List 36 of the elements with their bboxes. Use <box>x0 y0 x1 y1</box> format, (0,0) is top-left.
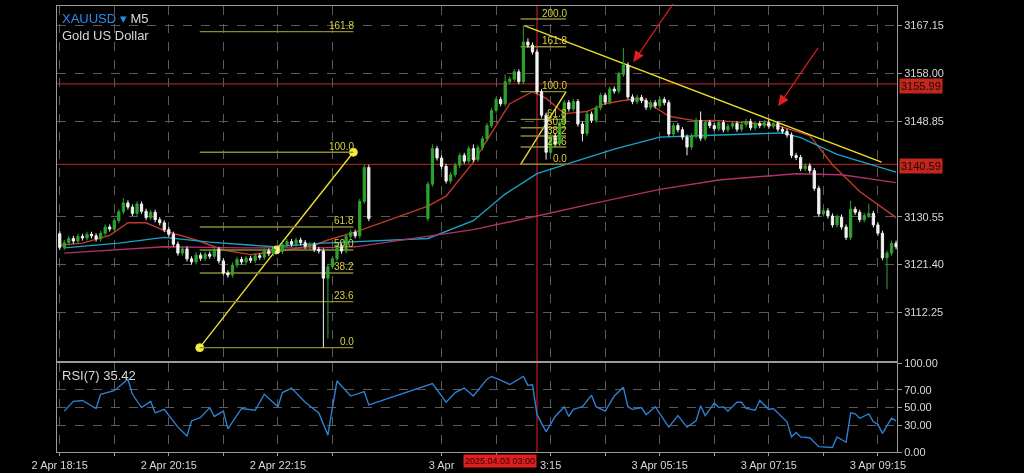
annotation: 100.0 <box>329 141 355 152</box>
annotation: 0.0 <box>553 153 568 164</box>
text: Gold US Dollar <box>62 28 150 43</box>
y-tick-label: 30.00 <box>904 419 932 432</box>
y-tick-label: 3130.55 <box>904 210 944 223</box>
y-tick-label: 50.00 <box>904 401 932 414</box>
annotation: 23.6 <box>334 290 354 301</box>
y-tick-label: 3148.85 <box>904 115 944 128</box>
annotation: 38.2 <box>334 261 354 272</box>
annotation: 61.8 <box>334 215 354 226</box>
chart-title: XAUUSD ▾ M5 <box>62 11 149 26</box>
y-tick-label: 70.00 <box>904 383 932 396</box>
ref-line-label: 3140.59 <box>901 160 941 172</box>
chart-title: RSI(7) 35.42 <box>62 368 136 383</box>
annotation: 0.0 <box>340 336 355 347</box>
x-tick-label: 3 Apr 05:15 <box>631 459 688 472</box>
y-tick-label: 0.00 <box>904 445 926 458</box>
x-tick-label: 3 Apr <box>428 459 455 472</box>
x-tick-label: 2 Apr 20:15 <box>140 459 197 472</box>
y-tick-label: 3158.00 <box>904 67 944 80</box>
annotation: 161.8 <box>542 35 568 46</box>
y-tick-label: 3121.40 <box>904 258 944 271</box>
x-tick-label: 3 Apr 07:15 <box>740 459 797 472</box>
ref-line-label: 2025.04.03 03:00 <box>465 456 536 466</box>
y-tick-label: 3167.15 <box>904 19 944 32</box>
annotation: 23.6 <box>547 136 567 147</box>
x-tick-label: 2 Apr 22:15 <box>249 459 307 472</box>
x-tick-label: 2 Apr 18:15 <box>31 459 88 472</box>
y-tick-label: 100.00 <box>904 357 938 370</box>
ref-line-label: 3155.99 <box>901 80 941 92</box>
annotation: 100.0 <box>542 80 568 91</box>
x-tick-label: 3 Apr 09:15 <box>849 459 907 472</box>
annotation: 161.8 <box>329 20 355 31</box>
annotation: 200.0 <box>542 8 568 19</box>
x-tick-label: 3:15 <box>539 459 562 472</box>
y-tick-label: 3112.25 <box>904 306 944 319</box>
